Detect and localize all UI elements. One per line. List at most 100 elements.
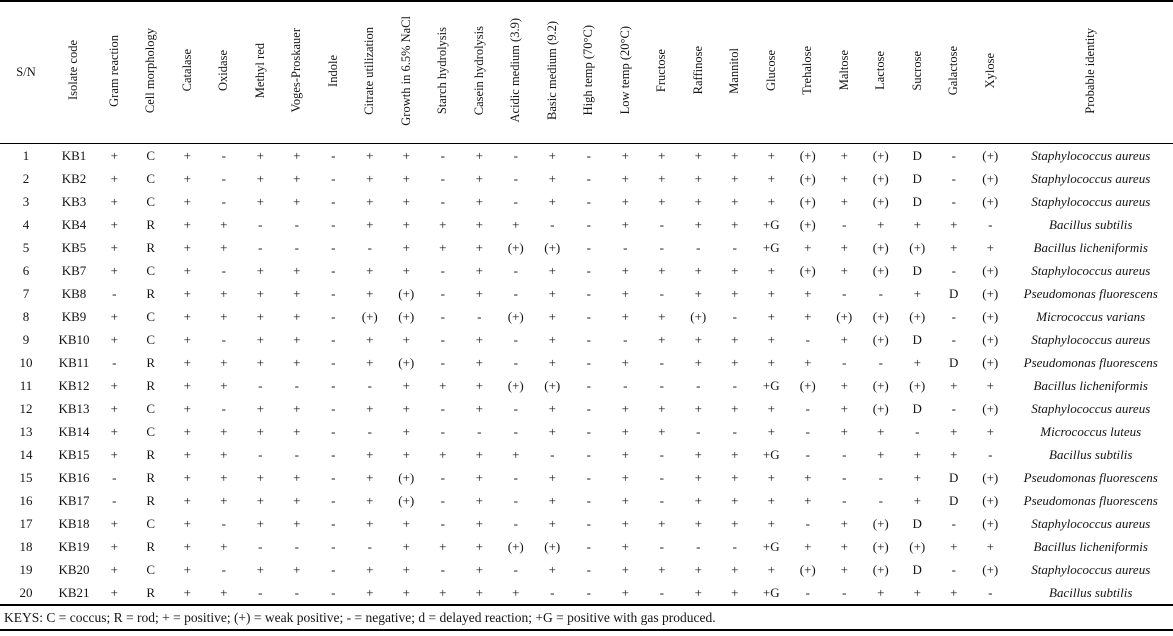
result-cell: + bbox=[183, 148, 191, 163]
result-cell: (+) bbox=[982, 309, 999, 324]
result-cell: + bbox=[439, 217, 447, 232]
result-cell: + bbox=[220, 424, 228, 439]
result-cell: + bbox=[621, 148, 629, 163]
result-cell: - bbox=[513, 424, 518, 439]
result-cell: + bbox=[548, 332, 556, 347]
identity-cell: Bacillus licheniformis bbox=[1033, 240, 1148, 255]
result-cell: + bbox=[840, 194, 848, 209]
result-cell: + bbox=[950, 217, 958, 232]
result-cell: - bbox=[570, 581, 607, 606]
result-cell: - bbox=[294, 217, 299, 232]
result-cell: - bbox=[331, 194, 336, 209]
column-header-gram-reaction: Gram reaction bbox=[96, 1, 133, 144]
result-cell: - bbox=[586, 332, 591, 347]
result-cell: (+) bbox=[872, 148, 889, 163]
result-cell: + bbox=[96, 581, 133, 606]
result-cell: - bbox=[878, 493, 883, 508]
result-cell: + bbox=[293, 332, 301, 347]
result-cell: + bbox=[913, 286, 921, 301]
result-cell: + bbox=[548, 516, 556, 531]
result-cell: + bbox=[694, 516, 702, 531]
identity-cell: Bacillus subtilis bbox=[1049, 447, 1133, 462]
result-cell: +G bbox=[762, 539, 780, 554]
result-cell: + bbox=[293, 309, 301, 324]
result-cell: C bbox=[146, 171, 156, 186]
identity-cell: Staphylococcus aureus bbox=[1031, 401, 1151, 416]
column-header-raffinose: Raffinose bbox=[680, 1, 717, 144]
result-cell: + bbox=[658, 332, 666, 347]
result-cell: + bbox=[621, 493, 629, 508]
result-cell: + bbox=[607, 581, 644, 606]
result-cell: - bbox=[586, 217, 591, 232]
result-cell: - bbox=[805, 516, 810, 531]
result-cell: - bbox=[878, 286, 883, 301]
result-cell: + bbox=[402, 424, 410, 439]
result-cell: + bbox=[731, 401, 739, 416]
result-cell: - bbox=[659, 217, 664, 232]
sn-cell: 9 bbox=[22, 332, 30, 347]
result-cell: + bbox=[767, 263, 775, 278]
column-header-label: Growth in 6.5% NaCl bbox=[398, 15, 413, 126]
result-cell: + bbox=[256, 424, 264, 439]
result-cell: + bbox=[548, 171, 556, 186]
column-header-label: Gram reaction bbox=[106, 34, 121, 107]
column-header-label: Raffinose bbox=[690, 46, 705, 95]
result-cell: - bbox=[586, 309, 591, 324]
column-header-oxidase: Oxidase bbox=[205, 1, 242, 144]
result-cell: - bbox=[331, 378, 336, 393]
identity-cell: Bacillus subtilis bbox=[1049, 217, 1133, 232]
table-row: 1 KB1 + C + - + + - + + - + - + - + + + + + (+) + (+) D - (+) Staph… bbox=[0, 144, 1173, 168]
result-cell: + bbox=[840, 148, 848, 163]
result-cell: + bbox=[293, 263, 301, 278]
result-cell: + bbox=[694, 286, 702, 301]
result-cell: + bbox=[913, 447, 921, 462]
result-cell: + bbox=[475, 401, 483, 416]
result-cell: +G bbox=[762, 447, 780, 462]
result-cell: + bbox=[694, 263, 702, 278]
result-cell: + bbox=[512, 217, 520, 232]
result-cell: - bbox=[513, 332, 518, 347]
result-cell: + bbox=[658, 263, 666, 278]
column-header-methyl-red: Methyl red bbox=[242, 1, 279, 144]
result-cell: + bbox=[183, 516, 191, 531]
column-header-label: Casein hydrolysis bbox=[471, 25, 486, 116]
result-cell: + bbox=[256, 286, 264, 301]
isolate-code-cell: KB20 bbox=[58, 562, 90, 577]
result-cell: + bbox=[694, 447, 702, 462]
result-cell: - bbox=[586, 539, 591, 554]
result-cell: + bbox=[840, 401, 848, 416]
result-cell: + bbox=[402, 171, 410, 186]
result-cell: + bbox=[986, 240, 994, 255]
result-cell: + bbox=[731, 194, 739, 209]
isolate-code-cell: KB10 bbox=[58, 332, 90, 347]
result-cell: - bbox=[732, 240, 737, 255]
result-cell: - bbox=[258, 217, 263, 232]
result-cell: + bbox=[110, 263, 118, 278]
result-cell: - bbox=[659, 378, 664, 393]
result-cell: + bbox=[658, 171, 666, 186]
result-cell: + bbox=[767, 332, 775, 347]
result-cell: + bbox=[658, 148, 666, 163]
result-cell: + bbox=[475, 286, 483, 301]
result-cell: + bbox=[694, 148, 702, 163]
result-cell: + bbox=[950, 424, 958, 439]
result-cell: + bbox=[767, 309, 775, 324]
result-cell: + bbox=[439, 539, 447, 554]
result-cell: + bbox=[621, 309, 629, 324]
table-row: 8 KB9 + C + + + + - (+) (+) - - (+) + - + + (+) - + + (+) (+) (+… bbox=[0, 305, 1173, 328]
column-header-catalase: Catalase bbox=[169, 1, 206, 144]
result-cell: + bbox=[804, 470, 812, 485]
result-cell: + bbox=[694, 217, 702, 232]
result-cell: - bbox=[367, 240, 372, 255]
result-cell: + bbox=[110, 240, 118, 255]
result-cell: - bbox=[586, 470, 591, 485]
result-cell: - bbox=[842, 447, 847, 462]
result-cell: + bbox=[548, 148, 556, 163]
result-cell: - bbox=[112, 355, 117, 370]
table-row: 12 KB13 + C + - + + - + + - + - + - + + + + + - + (+) D - (+) Staph… bbox=[0, 397, 1173, 420]
result-cell: + bbox=[767, 424, 775, 439]
result-cell: + bbox=[475, 516, 483, 531]
result-cell: - bbox=[440, 470, 445, 485]
result-cell: + bbox=[694, 194, 702, 209]
column-header-cell-morphology: Cell morphology bbox=[132, 1, 169, 144]
